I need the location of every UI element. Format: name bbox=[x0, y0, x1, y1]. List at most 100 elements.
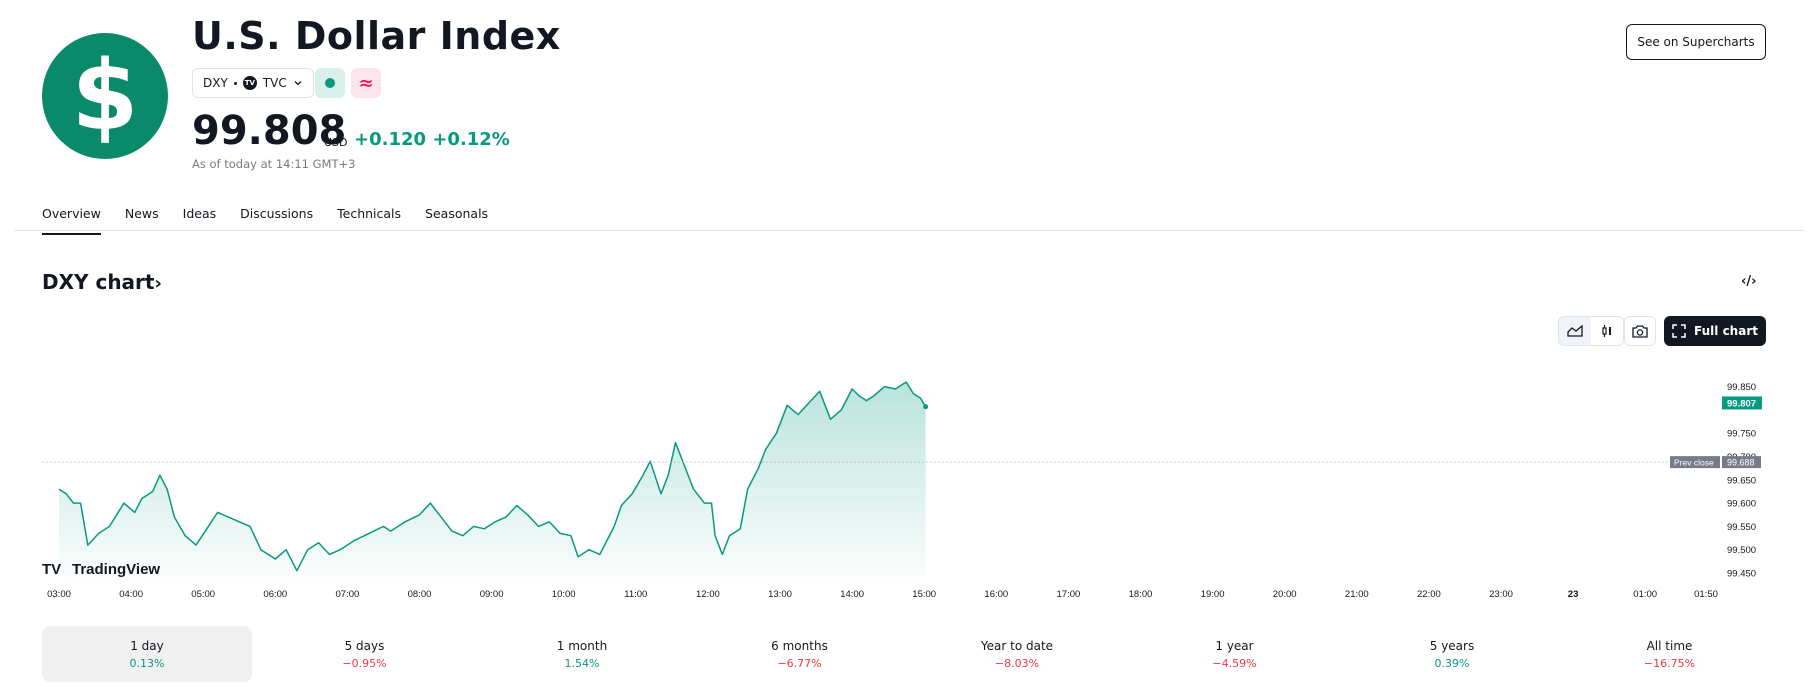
prev-close-label: Prev close bbox=[1674, 458, 1714, 468]
chevron-right-icon: › bbox=[154, 273, 162, 294]
x-tick-label: 03:00 bbox=[47, 589, 71, 600]
prev-close-value: 99.688 bbox=[1727, 458, 1755, 468]
last-value-label: 99.807 bbox=[1727, 398, 1756, 409]
change-percent: +0.12% bbox=[432, 129, 510, 150]
as-of-timestamp: As of today at 14:11 GMT+3 bbox=[192, 157, 356, 171]
tabs-divider bbox=[14, 230, 1804, 231]
x-tick-label: 09:00 bbox=[480, 589, 504, 600]
period-label: Year to date bbox=[980, 638, 1054, 653]
delayed-data-icon[interactable]: ≈ bbox=[351, 68, 381, 98]
exchange-logo-icon: TV bbox=[242, 76, 257, 90]
fullscreen-icon bbox=[1672, 324, 1686, 338]
y-tick-label: 99.450 bbox=[1727, 569, 1756, 580]
x-tick-label: 07:00 bbox=[336, 589, 360, 600]
price-chart[interactable]: 99.85099.75099.70099.65099.60099.55099.5… bbox=[0, 355, 1817, 610]
x-tick-label: 23:00 bbox=[1489, 589, 1513, 600]
embed-code-icon[interactable]: ‹/› bbox=[1741, 274, 1757, 289]
last-price-point bbox=[923, 404, 929, 410]
x-tick-label: 21:00 bbox=[1345, 589, 1369, 600]
period-6-months[interactable]: 6 months −6.77% bbox=[695, 626, 905, 682]
symbol-selector[interactable]: DXY TV TVC bbox=[192, 68, 314, 98]
x-tick-label: 01:00 bbox=[1633, 589, 1657, 600]
price-change: +0.120 +0.12% bbox=[354, 129, 510, 150]
separator-dot bbox=[233, 81, 237, 85]
x-tick-label: 08:00 bbox=[408, 589, 432, 600]
period-all-time[interactable]: All time −16.75% bbox=[1565, 626, 1775, 682]
x-tick-label: 14:00 bbox=[840, 589, 864, 600]
period-label: 6 months bbox=[771, 638, 828, 653]
tab-discussions[interactable]: Discussions bbox=[240, 206, 314, 221]
x-tick-label: 06:00 bbox=[263, 589, 287, 600]
x-tick-label: 20:00 bbox=[1273, 589, 1297, 600]
period-performance-bar: 1 day 0.13% 5 days −0.95% 1 month 1.54% 6 mont… bbox=[42, 626, 1782, 682]
y-tick-label: 99.500 bbox=[1727, 545, 1756, 556]
x-tick-label: 11:00 bbox=[624, 589, 647, 600]
page-title: U.S. Dollar Index bbox=[192, 14, 561, 58]
x-tick-label: 05:00 bbox=[191, 589, 215, 600]
tab-ideas[interactable]: Ideas bbox=[182, 206, 217, 221]
see-on-supercharts-button[interactable]: See on Supercharts bbox=[1626, 24, 1766, 60]
chart-style-toggle bbox=[1558, 316, 1624, 346]
period-year-to-date[interactable]: Year to date −8.03% bbox=[912, 626, 1122, 682]
chart-title-text: DXY chart bbox=[42, 270, 155, 294]
x-tick-label: 19:00 bbox=[1201, 589, 1225, 600]
x-tick-label: 13:00 bbox=[768, 589, 792, 600]
period-change-value: −0.95% bbox=[342, 656, 387, 670]
watermark-text: TradingView bbox=[72, 561, 160, 578]
period-label: 1 day bbox=[130, 638, 164, 653]
dollar-sign-icon: $ bbox=[71, 40, 139, 152]
period-change-value: 1.54% bbox=[564, 656, 600, 670]
x-tick-label: 15:00 bbox=[912, 589, 936, 600]
period-label: 5 years bbox=[1429, 638, 1475, 653]
x-tick-label: 04:00 bbox=[119, 589, 143, 600]
period-label: 5 days bbox=[344, 638, 385, 653]
x-tick-label: 10:00 bbox=[552, 589, 576, 600]
tab-overview[interactable]: Overview bbox=[42, 206, 101, 235]
y-tick-label: 99.750 bbox=[1727, 429, 1756, 440]
full-chart-label: Full chart bbox=[1694, 324, 1758, 338]
period-1-year[interactable]: 1 year −4.59% bbox=[1130, 626, 1340, 682]
price-line bbox=[58, 381, 927, 572]
period-change-value: 0.13% bbox=[129, 656, 165, 670]
tradingview-logo-icon: TV bbox=[42, 561, 61, 578]
x-tick-label: 01:50 bbox=[1694, 589, 1718, 600]
period-change-value: 0.39% bbox=[1434, 656, 1470, 670]
chart-title-link[interactable]: DXY chart› bbox=[42, 270, 162, 294]
prev-close-badge bbox=[1670, 456, 1720, 469]
section-tabs: Overview News Ideas Discussions Technica… bbox=[42, 206, 488, 235]
tradingview-watermark: TV TradingView bbox=[42, 561, 160, 578]
period-change-value: −6.77% bbox=[777, 656, 822, 670]
tab-technicals[interactable]: Technicals bbox=[337, 206, 402, 221]
period-change-value: −4.59% bbox=[1212, 656, 1257, 670]
camera-icon[interactable] bbox=[1624, 316, 1656, 346]
period-5-days[interactable]: 5 days −0.95% bbox=[260, 626, 470, 682]
period-label: All time bbox=[1646, 638, 1693, 653]
y-tick-label: 99.650 bbox=[1727, 475, 1756, 486]
last-value-badge bbox=[1722, 396, 1762, 410]
x-tick-label: 23 bbox=[1568, 589, 1579, 600]
period-change-value: −16.75% bbox=[1643, 656, 1696, 670]
price-currency: USD bbox=[324, 136, 348, 149]
x-tick-label: 17:00 bbox=[1057, 589, 1081, 600]
period-1-month[interactable]: 1 month 1.54% bbox=[477, 626, 687, 682]
candlestick-chart-icon[interactable] bbox=[1591, 317, 1623, 345]
period-5-years[interactable]: 5 years 0.39% bbox=[1347, 626, 1557, 682]
symbol-ticker: DXY bbox=[203, 76, 228, 90]
y-tick-label: 99.550 bbox=[1727, 522, 1756, 533]
y-tick-label: 99.850 bbox=[1727, 382, 1756, 393]
period-label: 1 year bbox=[1215, 638, 1254, 653]
change-absolute: +0.120 bbox=[354, 129, 427, 150]
tab-news[interactable]: News bbox=[124, 206, 159, 221]
market-open-dot-icon[interactable] bbox=[315, 68, 345, 98]
exchange-name: TVC bbox=[262, 76, 287, 90]
period-1-day[interactable]: 1 day 0.13% bbox=[42, 626, 252, 682]
last-price: 99.808 bbox=[192, 108, 347, 154]
full-chart-button[interactable]: Full chart bbox=[1664, 316, 1766, 346]
x-tick-label: 22:00 bbox=[1417, 589, 1441, 600]
period-change-value: −8.03% bbox=[994, 656, 1040, 670]
tab-seasonals[interactable]: Seasonals bbox=[425, 206, 489, 221]
x-tick-label: 16:00 bbox=[984, 589, 1008, 600]
x-tick-label: 12:00 bbox=[696, 589, 720, 600]
area-chart-icon[interactable] bbox=[1559, 317, 1591, 345]
symbol-logo: $ bbox=[42, 33, 168, 159]
